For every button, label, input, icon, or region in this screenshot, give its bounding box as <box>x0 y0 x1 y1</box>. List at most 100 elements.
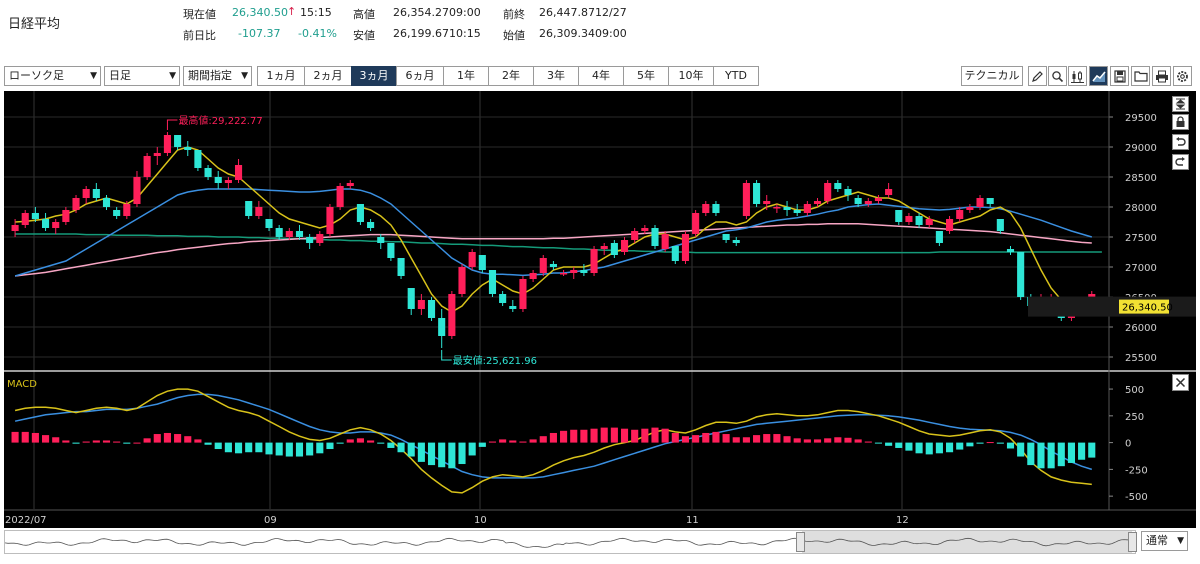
settings-button[interactable] <box>1173 66 1192 86</box>
macd-axis-tick-label: 250 <box>1125 412 1144 423</box>
zoom-button[interactable] <box>1048 66 1067 86</box>
macd-histogram-bar <box>417 442 425 462</box>
navigator-left-handle[interactable] <box>796 532 805 552</box>
candle-body <box>31 213 39 219</box>
x-axis-tick-label: 10 <box>474 515 487 526</box>
low-label: 安値 <box>353 29 375 42</box>
macd-histogram-bar <box>915 442 923 454</box>
candle-body <box>661 234 669 249</box>
candle-body <box>539 258 547 273</box>
macd-histogram-bar <box>113 441 121 443</box>
period-button[interactable]: 1年 <box>443 66 489 86</box>
candlestick-button[interactable] <box>1068 66 1087 86</box>
period-button[interactable]: YTD <box>713 66 759 86</box>
print-button[interactable] <box>1152 66 1171 86</box>
candle-body <box>92 189 100 198</box>
line-chart-button[interactable] <box>1089 66 1108 86</box>
navigator-right-handle[interactable] <box>1128 532 1137 552</box>
candle-body <box>316 234 324 243</box>
zoom-icon <box>1052 70 1064 82</box>
lock-button[interactable] <box>1172 114 1189 130</box>
candle-body <box>224 180 232 183</box>
print-icon <box>1155 70 1168 82</box>
macd-histogram-bar <box>1047 442 1055 469</box>
high-time: 09:00 <box>449 6 481 19</box>
macd-histogram-bar <box>356 438 364 443</box>
high-annotation-leader <box>166 119 178 130</box>
close-macd-button[interactable] <box>1172 374 1189 391</box>
candle-body <box>793 210 801 213</box>
macd-histogram-bar <box>438 442 446 468</box>
macd-histogram-bar <box>580 429 588 443</box>
macd-histogram-bar <box>478 442 486 447</box>
candle-body <box>885 189 893 195</box>
navigator-mode-select[interactable]: 通常 ▼ <box>1141 531 1188 551</box>
collapse-button[interactable] <box>1172 96 1189 112</box>
low-annotation-label: 最安値:25,621.96 <box>453 354 537 367</box>
macd-histogram-bar <box>346 439 354 443</box>
technical-button[interactable]: テクニカル <box>961 66 1023 86</box>
macd-histogram-bar <box>783 436 791 443</box>
period-button[interactable]: 6ヵ月 <box>396 66 444 86</box>
macd-histogram-bar <box>813 439 822 443</box>
pen-button[interactable] <box>1028 66 1047 86</box>
candle-body <box>986 198 994 204</box>
y-axis-tick-label: 27000 <box>1125 263 1157 274</box>
period-select[interactable]: 期間指定 ▼ <box>183 66 252 86</box>
interval-select[interactable]: 日足 ▼ <box>104 66 180 86</box>
period-button[interactable]: 4年 <box>578 66 624 86</box>
candle-body <box>367 222 375 228</box>
range-navigator[interactable] <box>4 530 1137 554</box>
candlestick-icon <box>1071 70 1084 83</box>
candle-body <box>570 270 578 273</box>
save-icon <box>1113 69 1126 83</box>
macd-histogram-bar <box>468 442 476 456</box>
macd-histogram-bar <box>610 427 618 443</box>
macd-histogram-bar <box>722 434 730 443</box>
candle-body <box>651 228 659 246</box>
save-button[interactable] <box>1110 66 1129 86</box>
macd-histogram-bar <box>153 434 161 443</box>
chart-type-select[interactable]: ローソク足 ▼ <box>4 66 101 86</box>
macd-histogram-bar <box>763 434 771 443</box>
current-price-value: 26,340.50 <box>232 6 288 19</box>
stock-chart[interactable]: 2022/07 09 10 11 12 29500 29000 28500 28000 27500… <box>4 91 1196 528</box>
period-button[interactable]: 10年 <box>668 66 714 86</box>
folder-button[interactable] <box>1131 66 1150 86</box>
candle-body <box>732 240 740 243</box>
macd-histogram-bar <box>986 442 994 444</box>
period-button[interactable]: 3ヵ月 <box>351 66 397 86</box>
undo-button[interactable] <box>1172 134 1189 150</box>
candle-body <box>82 189 90 198</box>
candle-body <box>996 219 1004 231</box>
candle-body <box>671 246 679 261</box>
macd-label: MACD <box>7 379 37 390</box>
chevron-down-icon: ▼ <box>90 71 97 81</box>
macd-histogram-bar <box>295 442 304 457</box>
period-button[interactable]: 5年 <box>623 66 669 86</box>
chevron-down-icon: ▼ <box>1177 536 1184 546</box>
ma-short-line <box>15 146 1102 313</box>
macd-histogram-bar <box>458 442 466 465</box>
macd-histogram-bar <box>72 442 80 444</box>
candle-body <box>753 183 761 204</box>
period-button[interactable]: 3年 <box>533 66 579 86</box>
candle-body <box>52 222 60 228</box>
period-button[interactable]: 2年 <box>488 66 534 86</box>
candle-body <box>102 198 111 207</box>
candle-body <box>1006 249 1015 252</box>
period-button[interactable]: 1ヵ月 <box>257 66 305 86</box>
macd-histogram-bar <box>82 441 90 443</box>
prev-close-date: 12/27 <box>595 6 627 19</box>
redo-button[interactable] <box>1172 154 1189 170</box>
candle-body <box>113 210 121 216</box>
chart-area[interactable]: 2022/07 09 10 11 12 29500 29000 28500 28000 27500… <box>4 91 1196 528</box>
macd-histogram-bar <box>92 440 100 443</box>
period-button[interactable]: 2ヵ月 <box>304 66 352 86</box>
macd-histogram-bar <box>326 442 334 450</box>
x-axis-tick-label: 2022/07 <box>5 515 47 526</box>
candle-body <box>529 273 537 279</box>
macd-histogram-bar <box>377 442 385 444</box>
pen-icon <box>1032 70 1043 82</box>
macd-histogram-bar <box>275 442 283 456</box>
